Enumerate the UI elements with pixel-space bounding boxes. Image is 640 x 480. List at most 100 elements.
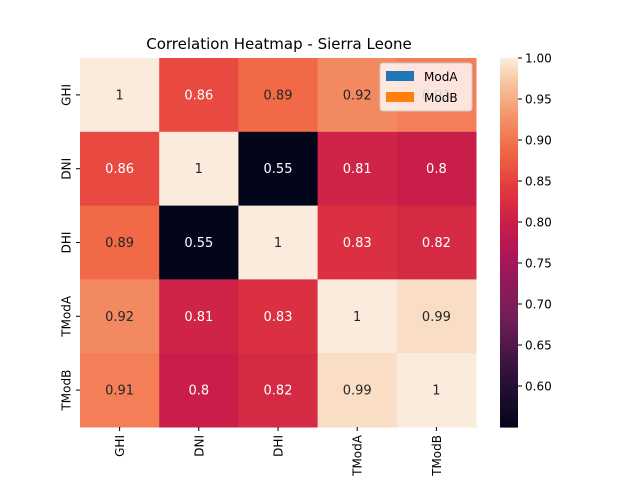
colorbar-segment <box>500 147 518 151</box>
colorbar-segment <box>500 217 518 222</box>
colorbar-segment <box>500 168 518 173</box>
colorbar-segment <box>500 343 518 348</box>
colorbar-segment <box>500 242 518 247</box>
colorbar-segment <box>500 205 518 210</box>
heatmap-cell <box>396 131 477 207</box>
colorbar-segment <box>500 187 518 191</box>
x-tick-label: GHI <box>113 435 127 457</box>
colorbar-segment <box>500 319 518 324</box>
cell-annotation: 0.55 <box>184 236 213 251</box>
colorbar-segment <box>500 328 518 333</box>
colorbar-segment <box>500 162 518 167</box>
x-tick-label: DNI <box>192 435 206 457</box>
colorbar-segment <box>500 122 518 127</box>
heatmap-cell <box>159 353 239 428</box>
colorbar-segment <box>500 377 518 382</box>
cell-annotation: 0.86 <box>105 162 134 177</box>
heatmap-cell <box>159 205 239 280</box>
heatmap-cell <box>317 205 398 280</box>
colorbar-segment <box>500 285 518 290</box>
cell-annotation: 0.89 <box>264 88 293 103</box>
colorbar-segment <box>500 288 518 293</box>
colorbar-segment <box>500 257 518 262</box>
colorbar-segment <box>500 76 518 81</box>
y-axis: GHI DNI DHI TModA TModB <box>60 84 80 412</box>
colorbar-segment <box>500 128 518 133</box>
colorbar-segment <box>500 322 518 327</box>
colorbar-segment <box>500 239 518 244</box>
colorbar-segment <box>500 276 518 280</box>
colorbar-segment <box>500 159 518 164</box>
colorbar-segment <box>500 150 518 154</box>
colorbar-segment <box>500 184 518 188</box>
colorbar-segment <box>500 337 518 342</box>
colorbar-segment <box>500 300 518 305</box>
y-tick-label: DNI <box>60 158 74 180</box>
colorbar-segment <box>500 116 518 121</box>
colorbar-segment <box>500 353 518 357</box>
cell-annotation: 0.82 <box>422 236 451 251</box>
heatmap-cell <box>159 131 239 207</box>
cell-annotation: 1 <box>353 310 361 325</box>
cell-annotation: 0.92 <box>105 310 134 325</box>
colorbar-segment <box>500 291 518 296</box>
colorbar-segment <box>500 233 518 237</box>
legend-swatch <box>386 71 414 81</box>
colorbar-segment <box>500 279 518 284</box>
colorbar-segment <box>500 88 518 93</box>
colorbar-segment <box>500 85 518 90</box>
heatmap-cell <box>238 353 319 428</box>
colorbar-segment <box>500 380 518 385</box>
cell-annotation: 0.55 <box>264 162 293 177</box>
colorbar-segment <box>500 294 518 299</box>
x-axis: GHI DNI DHI TModA TModB <box>113 427 444 477</box>
cell-annotation: 0.89 <box>105 236 134 251</box>
colorbar-segment <box>500 350 518 354</box>
colorbar-tick-label: 0.60 <box>525 380 552 394</box>
colorbar-segment <box>500 396 518 400</box>
colorbar-segment <box>500 304 518 308</box>
x-tick-label: TModA <box>351 434 365 477</box>
colorbar-tick-label: 0.65 <box>525 339 552 353</box>
colorbar-segment <box>500 193 518 197</box>
heatmap-cell <box>238 58 319 133</box>
colorbar-segment <box>500 224 518 228</box>
colorbar-segment <box>500 141 518 145</box>
colorbar-segment <box>500 171 518 176</box>
cell-annotation: 0.8 <box>426 162 447 177</box>
legend-label: ModB <box>424 91 458 105</box>
cell-annotation: 0.99 <box>422 310 451 325</box>
colorbar-segment <box>500 356 518 360</box>
colorbar-segment <box>500 199 518 204</box>
colorbar-segment <box>500 70 518 74</box>
colorbar-segment <box>500 307 518 311</box>
colorbar-segment <box>500 405 518 410</box>
colorbar-segment <box>500 64 518 68</box>
heatmap-cell <box>159 58 239 133</box>
colorbar-segment <box>500 310 518 314</box>
colorbar-segment <box>500 359 518 364</box>
heatmap-cell <box>317 131 398 207</box>
colorbar-segment <box>500 113 518 118</box>
cell-annotation: 1 <box>274 236 282 251</box>
colorbar-segment <box>500 362 518 367</box>
colorbar-segment <box>500 325 518 330</box>
y-tick-label: DHI <box>60 232 74 254</box>
colorbar-segment <box>500 58 518 62</box>
heatmap-cell <box>396 205 477 280</box>
colorbar-segment <box>500 368 518 373</box>
colorbar-segment <box>500 270 518 274</box>
y-tick-label: GHI <box>60 84 74 106</box>
colorbar-segment <box>500 408 518 413</box>
heatmap-cell <box>80 279 160 354</box>
colorbar-segment <box>500 420 518 425</box>
colorbar-segment <box>500 399 518 403</box>
legend: ModA ModB <box>379 62 473 112</box>
colorbar-segment <box>500 260 518 265</box>
colorbar-segment <box>500 236 518 241</box>
chart-title: Correlation Heatmap - Sierra Leone <box>146 35 412 53</box>
colorbar-segment <box>500 383 518 388</box>
cell-annotation: 0.81 <box>184 310 213 325</box>
colorbar-segment <box>500 227 518 231</box>
